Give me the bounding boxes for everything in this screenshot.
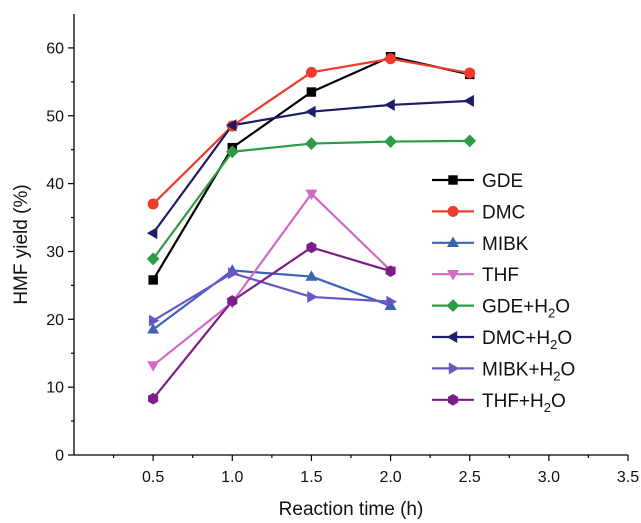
x-tick-label: 2.0 bbox=[379, 469, 401, 486]
legend-label: GDE+H2O bbox=[482, 297, 570, 321]
legend-label: MIBK+H2O bbox=[482, 359, 575, 383]
data-point bbox=[225, 119, 237, 132]
legend: GDE DMC MIBK THF GDE+H2O DMC+H2O MIBK+H2O THF+H… bbox=[432, 171, 575, 415]
data-point bbox=[385, 265, 396, 277]
legend-item: GDE+H2O bbox=[432, 297, 570, 321]
data-point bbox=[306, 241, 317, 254]
data-point bbox=[464, 67, 476, 79]
x-tick-label: 1.5 bbox=[300, 469, 322, 486]
legend-item: GDE bbox=[432, 171, 523, 192]
data-point bbox=[148, 275, 158, 285]
data-point bbox=[306, 87, 317, 97]
legend-item: DMC bbox=[432, 202, 525, 223]
data-point bbox=[227, 295, 238, 307]
legend-label: MIBK bbox=[482, 234, 529, 255]
legend-marker bbox=[447, 236, 459, 247]
data-point bbox=[147, 361, 160, 372]
data-point bbox=[463, 134, 477, 148]
data-point bbox=[147, 198, 159, 210]
legend-label: THF bbox=[482, 265, 519, 286]
series-lines bbox=[152, 55, 470, 400]
legend-marker bbox=[448, 362, 460, 375]
data-point bbox=[463, 94, 474, 107]
series-line bbox=[152, 99, 470, 234]
series-line bbox=[152, 57, 470, 205]
x-axis-title: Reaction time (h) bbox=[279, 499, 424, 520]
y-tick-label: 60 bbox=[46, 40, 64, 57]
y-ticks: 0 10 20 30 40 50 60 bbox=[46, 40, 74, 465]
y-tick-label: 40 bbox=[46, 176, 64, 193]
data-point bbox=[305, 66, 317, 78]
y-tick-label: 0 bbox=[55, 448, 64, 465]
legend-marker bbox=[446, 331, 458, 343]
series-markers bbox=[146, 52, 477, 405]
series-line bbox=[152, 246, 391, 400]
data-point bbox=[384, 98, 395, 111]
data-point bbox=[147, 323, 160, 334]
data-point bbox=[148, 392, 159, 405]
data-point bbox=[386, 295, 397, 308]
legend-item: MIBK+H2O bbox=[432, 359, 575, 383]
data-point bbox=[305, 137, 318, 150]
data-point bbox=[385, 53, 397, 65]
x-tick-label: 2.5 bbox=[459, 469, 481, 486]
y-tick-label: 30 bbox=[46, 244, 64, 261]
legend-item: THF+H2O bbox=[432, 391, 566, 415]
legend-marker bbox=[448, 175, 458, 185]
legend-item: THF bbox=[432, 265, 519, 286]
data-point bbox=[146, 252, 160, 266]
data-point bbox=[305, 105, 316, 118]
series-line bbox=[152, 192, 392, 367]
data-point bbox=[225, 145, 239, 159]
legend-label: THF+H2O bbox=[482, 391, 566, 415]
data-point bbox=[384, 135, 397, 148]
legend-label: DMC bbox=[482, 202, 525, 223]
legend-marker bbox=[447, 205, 459, 217]
legend-marker bbox=[447, 269, 459, 281]
data-point bbox=[228, 267, 239, 280]
data-point bbox=[148, 314, 160, 327]
x-tick-label: 1.0 bbox=[221, 469, 243, 486]
legend-label: GDE bbox=[482, 171, 523, 192]
series-line bbox=[152, 272, 391, 322]
y-tick-label: 50 bbox=[46, 108, 64, 125]
x-tick-label: 0.5 bbox=[142, 469, 164, 486]
x-tick-label: 3.5 bbox=[617, 469, 639, 486]
x-ticks: 0.5 1.0 1.5 2.0 2.5 3.0 3.5 bbox=[112, 455, 639, 486]
data-point bbox=[307, 290, 318, 303]
data-point bbox=[305, 189, 318, 201]
y-axis-title: HMF yield (%) bbox=[11, 184, 32, 304]
legend-marker bbox=[446, 299, 460, 313]
data-point bbox=[146, 227, 158, 240]
legend-item: MIBK bbox=[432, 234, 529, 255]
legend-item: DMC+H2O bbox=[432, 328, 572, 352]
y-tick-label: 10 bbox=[46, 380, 64, 397]
data-point bbox=[305, 270, 318, 281]
x-tick-label: 3.0 bbox=[538, 469, 560, 486]
y-tick-label: 20 bbox=[46, 312, 64, 329]
legend-marker bbox=[447, 393, 459, 406]
legend-label: DMC+H2O bbox=[482, 328, 572, 352]
